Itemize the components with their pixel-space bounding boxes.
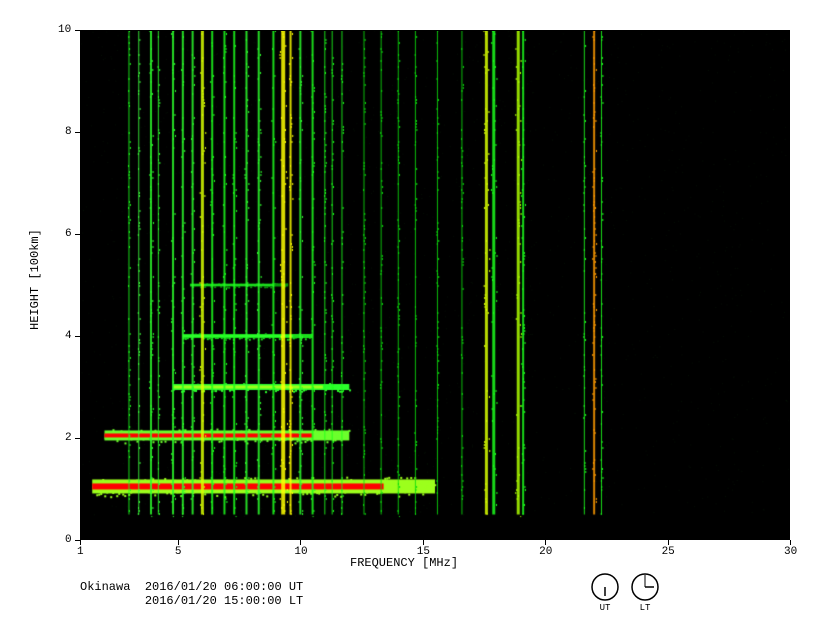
- x-tick: [790, 540, 791, 545]
- y-axis-label: HEIGHT [100km]: [28, 229, 42, 330]
- y-tick: [75, 438, 80, 439]
- x-tick-label: 20: [539, 546, 552, 558]
- y-tick: [75, 336, 80, 337]
- x-tick-label: 10: [294, 546, 307, 558]
- lt-clock-label: LT: [630, 603, 660, 613]
- x-tick: [668, 540, 669, 545]
- lt-timestamp: 2016/01/20 15:00:00 LT: [145, 594, 303, 608]
- ionogram-page: HEIGHT [100km] FREQUENCY [MHz] Okinawa 2…: [0, 0, 818, 620]
- x-tick-label: 1: [77, 546, 84, 558]
- x-tick-label: 25: [662, 546, 675, 558]
- x-tick: [80, 540, 81, 545]
- x-tick-label: 15: [417, 546, 430, 558]
- x-axis-label: FREQUENCY [MHz]: [350, 556, 458, 570]
- ut-timestamp: 2016/01/20 06:00:00 UT: [145, 580, 303, 594]
- ionogram-plot: [80, 30, 790, 540]
- station-name: Okinawa: [80, 580, 130, 594]
- x-tick: [545, 540, 546, 545]
- x-tick-label: 30: [784, 546, 797, 558]
- x-tick-label: 5: [175, 546, 182, 558]
- y-tick: [75, 30, 80, 31]
- y-tick-label: 10: [58, 24, 72, 36]
- y-tick: [75, 234, 80, 235]
- x-tick: [178, 540, 179, 545]
- x-tick: [300, 540, 301, 545]
- ut-clock-icon: [590, 572, 620, 602]
- y-tick-label: 0: [65, 534, 72, 546]
- x-tick: [423, 540, 424, 545]
- y-tick: [75, 132, 80, 133]
- y-tick: [75, 540, 80, 541]
- ut-clock-label: UT: [590, 603, 620, 613]
- lt-clock-icon: [630, 572, 660, 602]
- y-tick-label: 4: [65, 330, 72, 342]
- y-tick-label: 2: [65, 432, 72, 444]
- y-tick-label: 8: [65, 126, 72, 138]
- y-tick-label: 6: [65, 228, 72, 240]
- caption-block: Okinawa 2016/01/20 06:00:00 UT 2016/01/2…: [80, 580, 303, 608]
